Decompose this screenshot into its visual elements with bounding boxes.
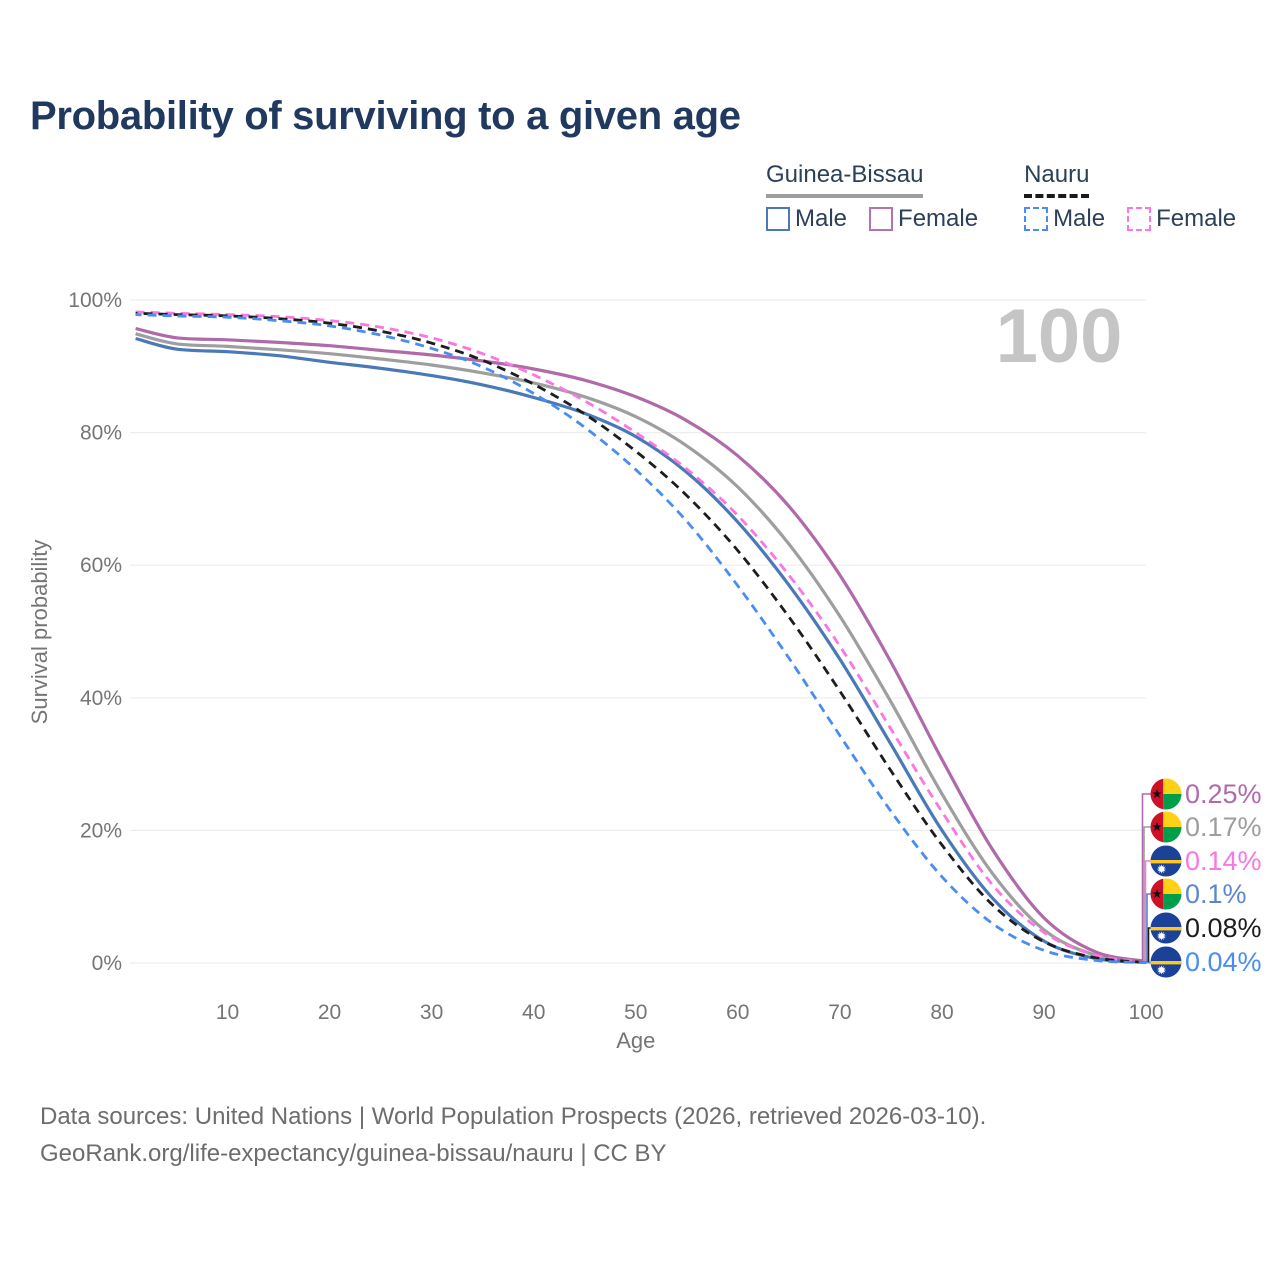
checkbox-nauru-male-icon[interactable] [1024,207,1049,231]
series-line-nauru-female [135,310,1147,964]
footer: Data sources: United Nations | World Pop… [40,1098,986,1172]
x-tick-20: 20 [318,1001,341,1024]
x-tick-100: 100 [1129,1001,1164,1024]
flag-nauru-icon [1150,845,1182,877]
x-tick-40: 40 [522,1001,545,1024]
x-tick-90: 90 [1032,1001,1055,1024]
end-label-nauru-female: 0.14% [1185,846,1262,876]
legend-items-nauru: Male Female [1024,205,1236,233]
legend-item-guinea-bissau-male[interactable]: Male [766,205,847,233]
x-axis-label: Age [616,1028,655,1053]
series-line-nauru-male [135,313,1147,965]
legend-label-nauru-female: Female [1156,205,1237,232]
page-title: Probability of surviving to a given age [30,94,741,138]
flag-nauru-icon [1150,912,1182,944]
legend-country-nauru[interactable]: Nauru [1024,161,1090,198]
end-label-guinea-bissau-both-sexes: 0.17% [1185,812,1262,842]
end-label-guinea-bissau-female: 0.25% [1185,779,1262,809]
legend-item-nauru-male[interactable]: Male [1024,205,1105,233]
x-tick-10: 10 [216,1001,239,1024]
legend-group-nauru: Nauru Male Female [1024,161,1236,233]
watermark-age-100: 100 [996,294,1123,379]
flag-nauru-icon [1150,946,1182,978]
footer-attribution-link: GeoRank.org/life-expectancy/guinea-bissa… [40,1140,667,1167]
series-line-nauru-total [135,311,1147,964]
end-label-guinea-bissau-male: 0.1% [1185,879,1247,909]
legend-item-nauru-female[interactable]: Female [1127,205,1236,233]
x-tick-50: 50 [624,1001,647,1024]
checkbox-guinea-bissau-female-icon[interactable] [869,207,894,231]
y-tick-20%: 20% [80,819,122,842]
legend-item-guinea-bissau-female[interactable]: Female [869,205,978,233]
checkbox-guinea-bissau-male-icon[interactable] [766,207,790,231]
flag-guinea-bissau-icon [1150,778,1182,810]
x-tick-60: 60 [726,1001,749,1024]
y-tick-80%: 80% [80,422,122,445]
x-tick-80: 80 [930,1001,953,1024]
y-tick-100%: 100% [68,289,122,312]
series-line-guinea-bissau-female [135,326,1147,963]
end-label-nauru-male: 0.04% [1185,947,1262,977]
x-tick-30: 30 [420,1001,443,1024]
legend: Guinea-Bissau Male Female Nauru Male Fem… [766,161,1236,233]
end-label-nauru-both-sexes: 0.08% [1185,913,1262,943]
flag-guinea-bissau-icon [1150,878,1182,910]
series-line-guinea-bissau-total [135,332,1147,964]
checkbox-nauru-female-icon[interactable] [1127,207,1152,231]
flag-guinea-bissau-icon [1150,811,1182,843]
x-tick-70: 70 [828,1001,851,1024]
legend-items-guinea-bissau: Male Female [766,205,978,233]
legend-country-guinea-bissau[interactable]: Guinea-Bissau [766,161,924,198]
series-line-guinea-bissau-male [135,336,1147,964]
y-tick-60%: 60% [80,554,122,577]
legend-label-guinea-bissau-female: Female [898,205,979,232]
y-axis-label: Survival probability [27,540,52,725]
y-tick-0%: 0% [92,952,122,975]
footer-data-sources: Data sources: United Nations | World Pop… [40,1103,987,1130]
leader-line-nauru-male [1142,961,1151,964]
y-tick-40%: 40% [80,687,122,710]
legend-label-nauru-male: Male [1053,205,1106,232]
legend-label-guinea-bissau-male: Male [795,205,848,232]
legend-group-guinea-bissau: Guinea-Bissau Male Female [766,161,978,233]
